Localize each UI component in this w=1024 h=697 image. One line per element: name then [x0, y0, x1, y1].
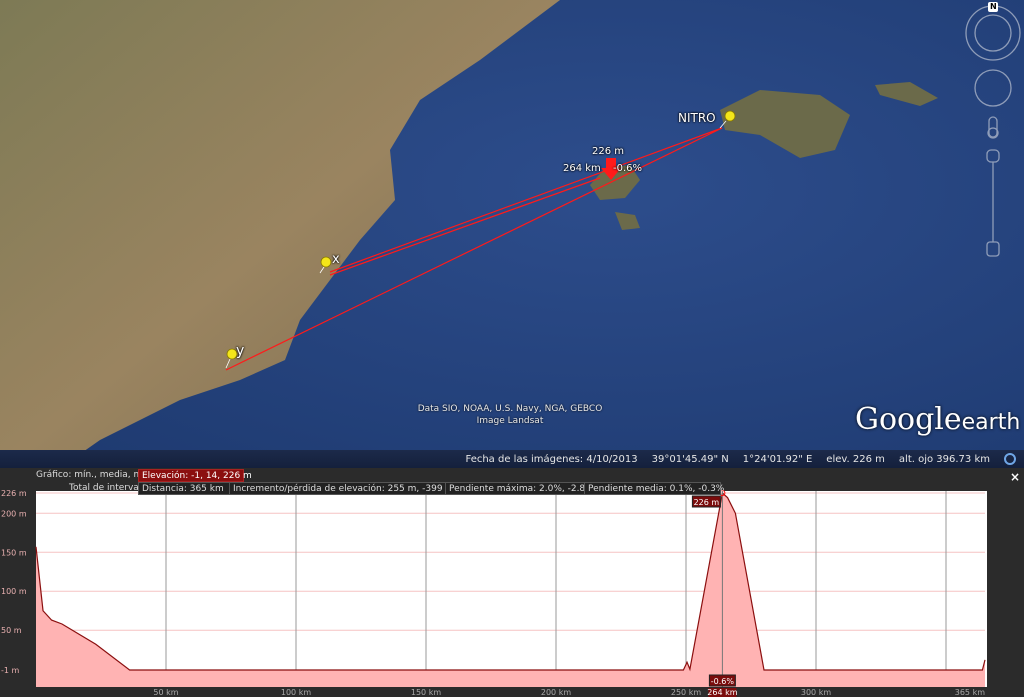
elevation-area [36, 493, 985, 687]
plot-area [36, 491, 987, 687]
status-bar: Fecha de las imágenes: 4/10/2013 39°01'4… [0, 450, 1024, 468]
elevation-label: elev. [826, 453, 850, 465]
credit-data: Data SIO, NOAA, U.S. Navy, NGA, GEBCO [417, 404, 603, 414]
x-tick-label: 250 km [671, 688, 701, 697]
eye-altitude: alt. ojo 396.73 km [898, 453, 990, 465]
y-tick-label: 100 m [1, 587, 27, 596]
cursor-slope-box [708, 674, 736, 687]
cursor-elevation-label: 226 m [694, 498, 720, 507]
credit-image: Image Landsat [476, 416, 544, 426]
close-profile-button[interactable]: × [1009, 470, 1020, 484]
y-tick-label: 200 m [1, 509, 27, 518]
navigation-controls [965, 5, 1021, 257]
google-earth-logo: Googleearth [855, 402, 1021, 437]
longitude: 1°24'01.92" E [742, 453, 813, 465]
graph-stats-label: Gráfico: mín., media, máx: [36, 470, 157, 480]
placemark-label-nitro[interactable]: NITRO [678, 111, 716, 125]
elevation-cursor-arrow [601, 158, 621, 180]
route-lines [225, 127, 723, 371]
latitude: 39°01'45.49" N [651, 453, 729, 465]
cursor-elev-box [691, 495, 721, 508]
image-date: Fecha de las imágenes: 4/10/2013 [465, 453, 638, 465]
elevation-stat[interactable]: Elevación: -1, 14, 226 m [138, 469, 252, 482]
placemark-label-y[interactable]: y [236, 343, 245, 359]
x-tick-label: 365 km [955, 688, 985, 697]
elevation-line [35, 491, 986, 672]
cursor-x-label: 264 km [707, 688, 737, 697]
elevation-value: 226 m [852, 453, 885, 465]
placemark-label-x[interactable]: x [332, 252, 340, 267]
elevation-profile-panel: 226 m 200 m 150 m 100 m 50 m -1 m 50 km 100 km 1… [0, 468, 1024, 697]
x-tick-label: 200 km [541, 688, 571, 697]
streaming-indicator-icon [1004, 453, 1016, 465]
y-tick-label: 226 m [1, 489, 27, 498]
cursor-elevation-label: 226 m [592, 146, 625, 157]
compass-north-label[interactable]: N [990, 2, 997, 11]
y-tick-label: -1 m [1, 666, 20, 675]
cursor-x-box [708, 688, 737, 697]
total-range-label: Total de intervalo: [69, 483, 150, 493]
y-tick-label: 150 m [1, 548, 27, 557]
x-tick-label: 100 km [281, 688, 311, 697]
elevation-chart[interactable]: 226 m 200 m 150 m 100 m 50 m -1 m 50 km 100 km 1… [0, 468, 1024, 697]
x-tick-label: 150 km [411, 688, 441, 697]
x-tick-label: 300 km [801, 688, 831, 697]
cursor-slope-label: -0.6% [613, 163, 643, 174]
distance-stat: Distancia: 365 km [138, 482, 230, 495]
imagery-credits: Data SIO, NOAA, U.S. Navy, NGA, GEBCO Ima… [380, 403, 640, 427]
y-tick-label: 50 m [1, 626, 22, 635]
gain-loss-stat: Incremento/pérdida de elevación: 255 m, … [229, 482, 454, 495]
map-imagery [0, 0, 1024, 468]
avg-slope-stat: Pendiente media: 0.1%, -0.3% [584, 482, 724, 495]
max-slope-stat: Pendiente máxima: 2.0%, -2.8% [445, 482, 594, 495]
placemark-pins [225, 110, 736, 369]
map-view[interactable]: N NITRO x y 226 m 264 km -0.6% Data SIO,… [0, 0, 1024, 468]
cursor-distance-label: 264 km [563, 163, 601, 174]
cursor-slope-label: -0.6% [711, 677, 735, 686]
x-tick-label: 50 km [153, 688, 178, 697]
